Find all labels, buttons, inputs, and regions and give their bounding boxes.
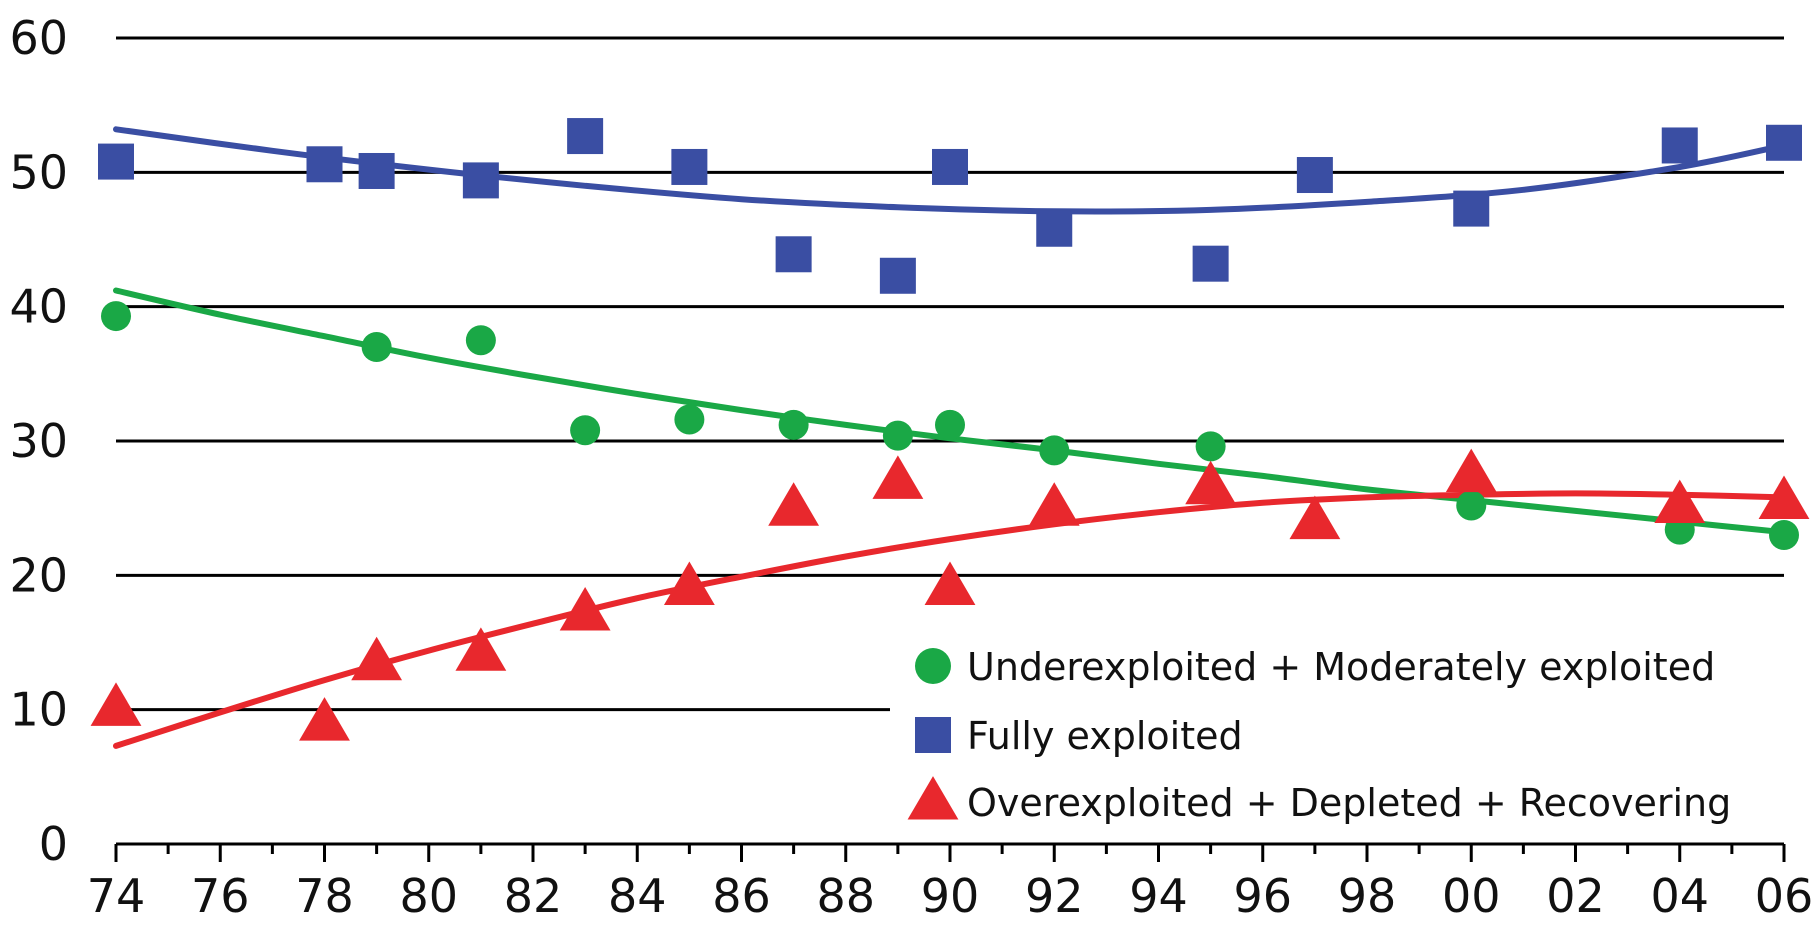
point-triangle-1974 xyxy=(90,682,142,726)
point-triangle-1981 xyxy=(455,627,507,671)
point-square-1979 xyxy=(358,152,395,189)
point-square-1989 xyxy=(879,257,916,294)
point-circle-1981 xyxy=(465,325,496,356)
point-circle-1987 xyxy=(778,409,809,440)
x-tick-label-82: 82 xyxy=(504,869,563,923)
point-triangle-1978 xyxy=(299,697,350,741)
point-square-1992 xyxy=(1036,210,1073,247)
point-triangle-1983 xyxy=(559,587,611,631)
point-square-2004 xyxy=(1661,127,1698,164)
x-tick-label-04: 04 xyxy=(1650,869,1709,923)
legend-background xyxy=(890,630,1800,840)
legend-marker-overexploited-depleted-recovering xyxy=(907,776,959,820)
point-triangle-1989 xyxy=(872,455,924,499)
legend: Underexploited + Moderately exploited Ful… xyxy=(890,630,1800,840)
legend-label-fully-exploited: Fully exploited xyxy=(967,714,1243,758)
legend-marker-underexploited-moderately-exploited xyxy=(915,648,951,684)
x-tick-label-98: 98 xyxy=(1338,869,1397,923)
point-square-1983 xyxy=(567,118,604,155)
y-tick-label-30: 30 xyxy=(9,414,68,468)
point-circle-1979 xyxy=(361,331,392,362)
x-tick-label-78: 78 xyxy=(295,869,354,923)
y-tick-label-20: 20 xyxy=(9,548,68,602)
y-tick-label-50: 50 xyxy=(9,145,68,199)
point-triangle-1987 xyxy=(768,482,820,526)
y-tick-label-60: 60 xyxy=(9,11,68,65)
y-tick-label-0: 0 xyxy=(39,817,68,871)
x-tick-label-02: 02 xyxy=(1546,869,1605,923)
point-circle-2006 xyxy=(1769,520,1799,551)
point-circle-1995 xyxy=(1195,431,1226,462)
x-tick-label-80: 80 xyxy=(399,869,458,923)
x-tick-label-96: 96 xyxy=(1233,869,1292,923)
legend-marker-fully-exploited xyxy=(915,717,951,753)
point-triangle-2000 xyxy=(1445,448,1497,493)
point-square-2006 xyxy=(1766,124,1802,161)
x-tick-label-94: 94 xyxy=(1129,869,1188,923)
point-square-1995 xyxy=(1192,245,1229,282)
point-circle-1990 xyxy=(935,409,965,440)
point-square-1987 xyxy=(775,236,812,273)
point-triangle-1990 xyxy=(924,561,976,605)
point-triangle-2006 xyxy=(1758,475,1810,520)
point-square-2000 xyxy=(1453,190,1490,227)
trend-line-overexploited-depleted-recovering xyxy=(113,490,1787,749)
data-points xyxy=(90,118,1810,741)
point-triangle-1992 xyxy=(1028,482,1080,526)
point-triangle-1979 xyxy=(351,636,403,681)
point-circle-1989 xyxy=(882,420,913,451)
point-square-1981 xyxy=(462,162,499,199)
y-axis-ticks: 0 10 20 30 40 50 60 xyxy=(9,11,68,871)
point-triangle-1995 xyxy=(1185,460,1237,505)
point-circle-2000 xyxy=(1456,490,1487,521)
x-axis: 74 76 78 80 82 84 86 88 90 92 94 96 98 00 02 04 06 xyxy=(87,842,1814,923)
gridlines xyxy=(116,36,1784,712)
point-circle-1974 xyxy=(101,301,131,332)
point-square-1985 xyxy=(671,148,708,185)
trend-line-fully-exploited xyxy=(113,126,1787,215)
point-circle-1983 xyxy=(570,415,601,446)
x-tick-label-86: 86 xyxy=(712,869,771,923)
legend-label-overexploited-depleted-recovering: Overexploited + Depleted + Recovering xyxy=(967,781,1731,825)
point-circle-1992 xyxy=(1039,435,1070,466)
point-square-1974 xyxy=(98,143,134,180)
legend-label-underexploited-moderately-exploited: Underexploited + Moderately exploited xyxy=(967,645,1715,689)
point-square-1990 xyxy=(932,148,968,185)
point-triangle-2004 xyxy=(1654,479,1706,524)
point-square-1997 xyxy=(1296,157,1333,194)
x-tick-label-84: 84 xyxy=(608,869,667,923)
x-tick-label-88: 88 xyxy=(816,869,875,923)
y-tick-label-40: 40 xyxy=(9,280,68,334)
point-square-1978 xyxy=(306,146,343,183)
x-tick-label-90: 90 xyxy=(921,869,980,923)
point-circle-1985 xyxy=(674,404,705,435)
x-tick-label-74: 74 xyxy=(87,869,146,923)
y-tick-label-10: 10 xyxy=(9,683,68,737)
x-tick-label-06: 06 xyxy=(1755,869,1814,923)
point-triangle-1985 xyxy=(663,561,715,605)
x-tick-label-00: 00 xyxy=(1442,869,1501,923)
x-tick-label-92: 92 xyxy=(1025,869,1084,923)
point-triangle-1997 xyxy=(1289,495,1341,540)
x-tick-label-76: 76 xyxy=(191,869,250,923)
